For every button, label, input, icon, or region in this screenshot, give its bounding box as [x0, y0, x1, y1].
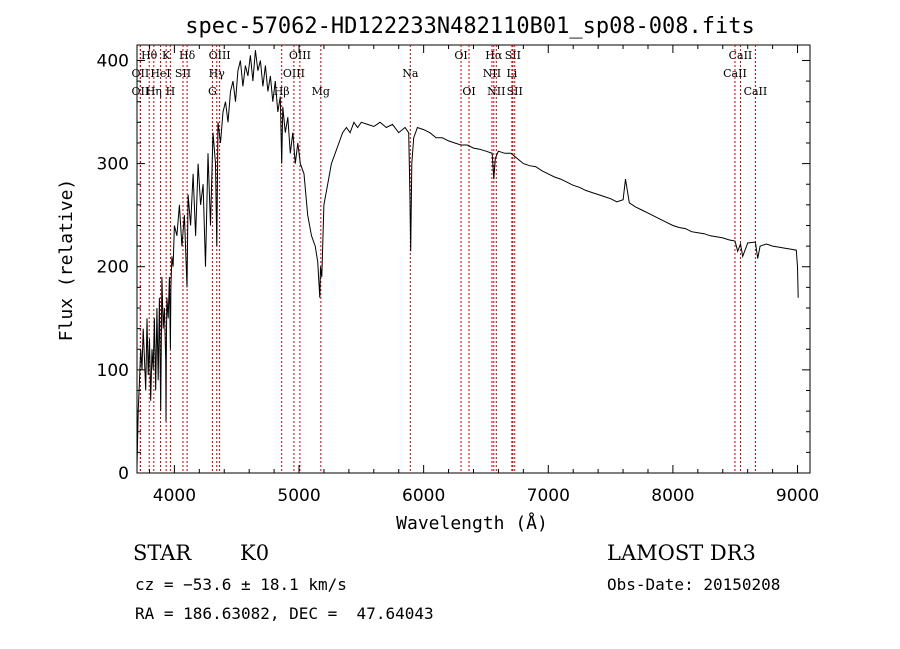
marker-label: CaII	[729, 49, 753, 62]
x-tick-label: 6000	[402, 486, 445, 506]
spectrum-line	[136, 50, 799, 468]
x-tick-label: 5000	[277, 486, 320, 506]
chart-title: spec-57062-HD122233N482110B01_sp08-008.f…	[185, 14, 755, 39]
marker-label: HeI	[150, 67, 170, 80]
marker-label: OI	[454, 49, 467, 62]
marker-label: SII	[507, 85, 523, 98]
marker-label: OIII	[209, 49, 231, 62]
marker-label: CaII	[723, 67, 747, 80]
plot-frame	[136, 44, 811, 474]
survey-name: LAMOST DR3	[607, 541, 756, 565]
marker-label: NII	[483, 67, 501, 80]
marker-label: Hα	[485, 49, 503, 62]
y-axis-label: Flux (relative)	[56, 179, 77, 342]
marker-label: OIII	[283, 67, 305, 80]
marker-label: OI	[462, 85, 475, 98]
marker-label: Mg	[312, 85, 330, 98]
marker-label: CaII	[744, 85, 768, 98]
marker-label: H	[166, 85, 176, 98]
marker-label: Hη	[146, 85, 162, 98]
y-tick-label: 100	[97, 361, 129, 381]
marker-label: Hδ	[179, 49, 196, 62]
marker-label: OII	[132, 85, 150, 98]
marker-label: NII	[487, 85, 505, 98]
x-tick-label: 9000	[776, 486, 819, 506]
x-tick-label: 4000	[153, 486, 196, 506]
x-tick-label: 8000	[651, 486, 694, 506]
observation-date: Obs-Date: 20150208	[607, 575, 780, 594]
marker-label: SII	[175, 67, 191, 80]
marker-label: Hγ	[209, 67, 226, 80]
marker-label: G	[208, 85, 217, 98]
marker-label: OIII	[289, 49, 311, 62]
marker-label: Hβ	[274, 85, 290, 98]
x-tick-label: 7000	[527, 486, 570, 506]
object-class: STAR	[133, 541, 192, 565]
redshift-value: cz = −53.6 ± 18.1 km/s	[135, 575, 347, 594]
marker-label: SII	[505, 49, 521, 62]
y-tick-label: 400	[97, 51, 129, 71]
y-tick-label: 200	[97, 258, 129, 278]
marker-label: Na	[402, 67, 419, 80]
marker-label: Li	[506, 67, 517, 80]
y-axis-ticks: 0 100 200 300 400	[97, 51, 810, 484]
y-tick-label: 300	[97, 155, 129, 175]
coordinates: RA = 186.63082, DEC = 47.64043	[135, 604, 434, 623]
y-tick-label: 0	[118, 464, 129, 484]
x-axis-ticks: 4000 5000 6000 7000 8000 9000	[148, 45, 819, 506]
marker-label: K	[162, 49, 171, 62]
spectral-subclass: K0	[240, 541, 269, 565]
x-axis-label: Wavelength (Å)	[396, 512, 548, 534]
